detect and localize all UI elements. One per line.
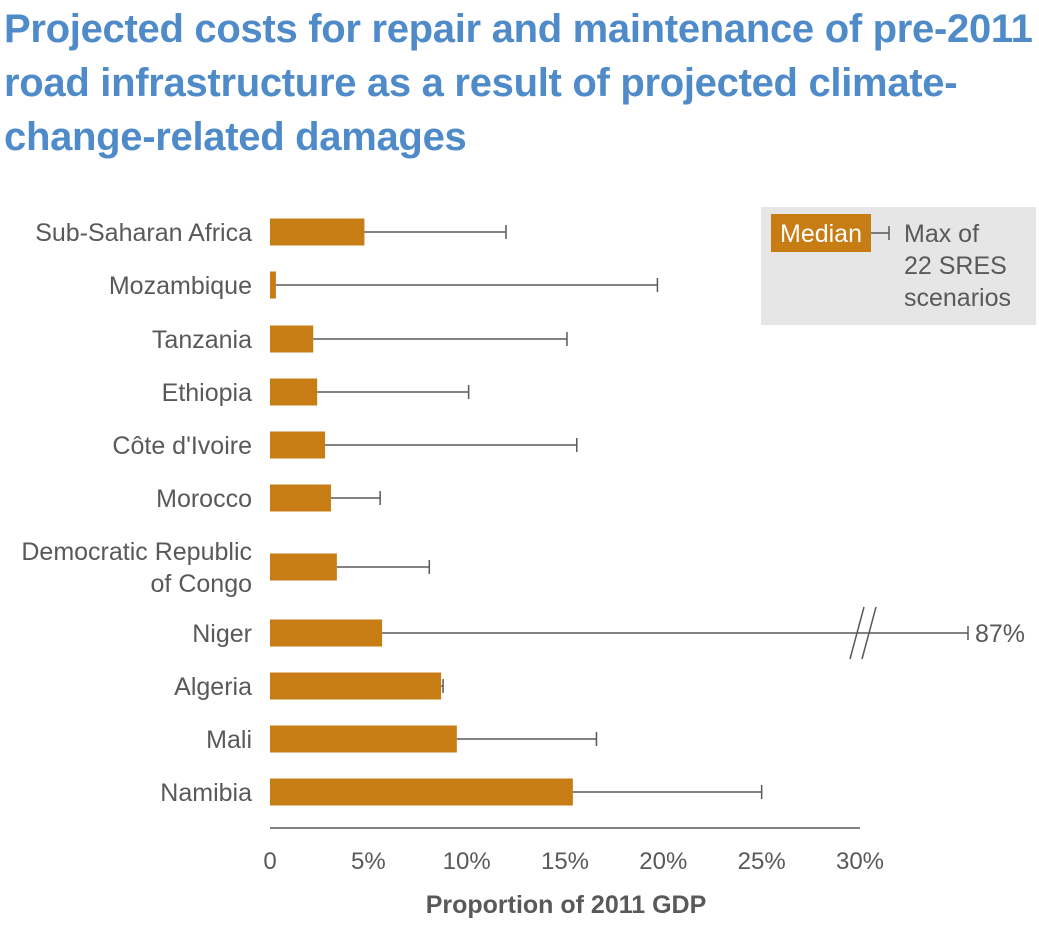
bar [270,725,457,753]
x-tick-label: 30% [836,848,884,875]
axis-break-mark [861,606,877,660]
x-tick-label: 5% [351,848,386,875]
error-bar-group: 87% [275,225,1025,799]
category-label: Tanzania [152,326,252,354]
x-tick-label: 20% [639,848,687,875]
category-label: Democratic Republic of Congo [21,538,252,598]
category-label: Ethiopia [162,379,252,407]
x-tick-label: 0 [263,848,276,875]
category-label: Côte d'Ivoire [112,432,252,460]
bar [270,484,331,512]
category-label: Sub-Saharan Africa [35,219,252,247]
legend: Median Max of 22 SRES scenarios [771,214,1011,312]
category-labels: Sub-Saharan Africa Mozambique Tanzania Ethi… [21,219,252,807]
x-tick-label: 25% [738,848,786,875]
bar [270,271,276,299]
category-label: Namibia [160,779,252,807]
bar [270,778,573,806]
x-tick-label: 15% [541,848,589,875]
bar-group [270,218,573,806]
legend-max-label: Max of 22 SRES scenarios [904,220,1011,312]
category-label: Morocco [156,485,252,513]
bar [270,431,326,459]
bar [270,378,318,406]
x-axis: 0 5% 10% 15% 20% 25% 30% [263,827,884,875]
bar [270,672,442,700]
bar [270,325,314,353]
category-label: Algeria [174,673,252,701]
category-label: Mozambique [109,272,252,300]
x-axis-title: Proportion of 2011 GDP [426,891,707,919]
x-tick-label: 10% [443,848,491,875]
axis-break-mark [849,606,865,660]
bar [270,553,337,581]
category-label: Mali [206,726,252,754]
break-value-label: 87% [975,620,1025,648]
bar [270,218,365,246]
category-label: Niger [192,620,252,648]
legend-median-label: Median [780,220,862,248]
chart-title: Projected costs for repair and maintenan… [4,7,1033,159]
bar [270,619,383,647]
legend-median-swatch [771,214,871,252]
